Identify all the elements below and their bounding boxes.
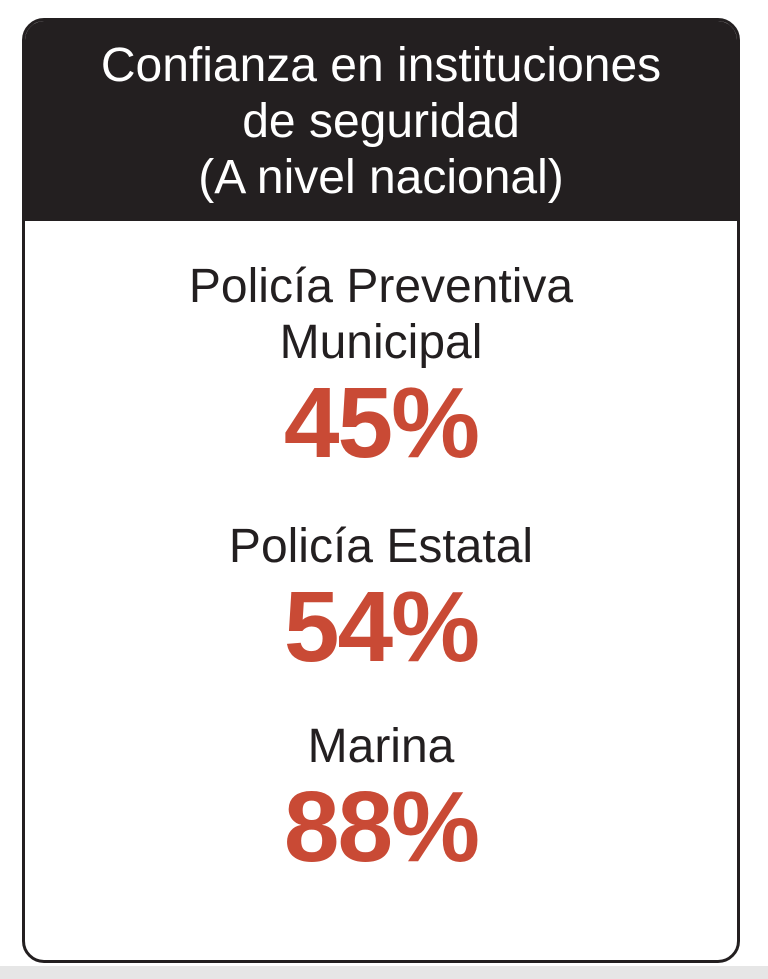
stat-policia-estatal: Policía Estatal 54% bbox=[229, 519, 533, 679]
page-bottom-strip bbox=[0, 966, 768, 979]
stat-label-line: Marina bbox=[307, 720, 455, 773]
header-title-line-1: Confianza en instituciones bbox=[100, 39, 662, 92]
card-body: Policía Preventiva Municipal 45% Policía… bbox=[25, 221, 737, 879]
stat-value: 45% bbox=[283, 367, 480, 479]
stat-value: 54% bbox=[283, 571, 480, 683]
stat-label-line: Municipal bbox=[279, 316, 483, 369]
stat-marina: Marina 88% bbox=[283, 719, 480, 883]
card-header: Confianza en instituciones de seguridad … bbox=[25, 21, 737, 221]
stat-value: 88% bbox=[283, 771, 480, 883]
header-title-line-2: de seguridad bbox=[242, 95, 520, 148]
stat-label-line: Policía Estatal bbox=[228, 520, 534, 573]
header-title-line-3: (A nivel nacional) bbox=[198, 151, 564, 204]
confidence-card: Confianza en instituciones de seguridad … bbox=[22, 18, 740, 963]
stat-policia-municipal: Policía Preventiva Municipal 45% bbox=[189, 259, 573, 475]
stat-label-line: Policía Preventiva bbox=[188, 260, 574, 313]
